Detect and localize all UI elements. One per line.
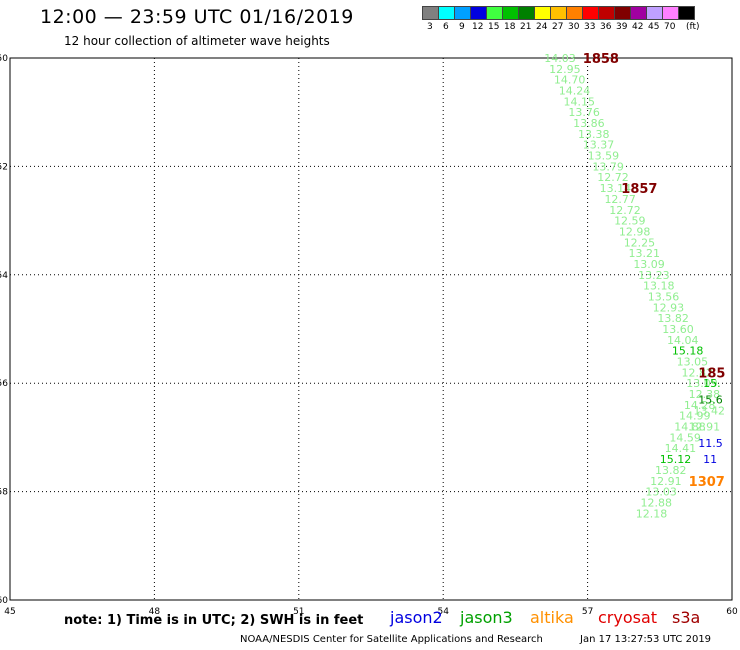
wave-height-label: 12.72 xyxy=(597,171,629,184)
legend-item-cryosat: cryosat xyxy=(598,608,658,627)
lat-tick-label: -58 xyxy=(0,488,8,498)
map-frame xyxy=(9,57,733,601)
wave-height-label: 14.59 xyxy=(669,431,701,444)
color-scale-label: 24 xyxy=(536,22,548,32)
pass-time-label: 1307 xyxy=(689,475,725,490)
wave-height-label: 12.95 xyxy=(549,63,581,76)
color-scale-label: 45 xyxy=(648,22,660,32)
wave-height-label: 13.42 xyxy=(693,404,725,417)
color-scale-label: 3 xyxy=(427,22,433,32)
wave-height-label: 12.82 xyxy=(681,366,713,379)
legend-item-altika: altika xyxy=(530,608,574,627)
color-scale-label: 70 xyxy=(664,22,676,32)
lat-tick-label: -54 xyxy=(0,271,8,281)
wave-height-label: 13.18 xyxy=(643,280,675,293)
wave-height-label: 14.04 xyxy=(667,334,699,347)
wave-height-label: 15.18 xyxy=(672,345,704,358)
color-scale xyxy=(422,6,695,20)
color-scale-label: 36 xyxy=(600,22,612,32)
wave-height-label: 11 xyxy=(703,453,717,466)
wave-height-label: 13.21 xyxy=(629,247,661,260)
wave-height-label: 13.23 xyxy=(638,269,670,282)
wave-height-label: 13.76 xyxy=(568,106,600,119)
color-scale-label: 30 xyxy=(568,22,580,32)
wave-height-label: 13.56 xyxy=(648,290,680,303)
wave-height-label: 13.05 xyxy=(677,356,709,369)
map-title: 12:00 — 23:59 UTC 01/16/2019 xyxy=(40,6,354,28)
wave-height-label: 14.24 xyxy=(559,85,591,98)
wave-height-label: 12.18 xyxy=(636,507,668,520)
wave-height-label: 14.28 xyxy=(684,399,716,412)
pass-time-label: 1858 xyxy=(583,52,619,67)
wave-height-label: 13.82 xyxy=(657,312,689,325)
wave-height-label: 14.99 xyxy=(679,410,711,423)
wave-height-label: 12.91 xyxy=(650,475,682,488)
map-subtitle: 12 hour collection of altimeter wave hei… xyxy=(64,34,330,48)
wave-height-label: 15. xyxy=(703,377,721,390)
wave-height-label: 13.82 xyxy=(655,464,687,477)
wave-height-label: 13.03 xyxy=(645,486,677,499)
wave-height-label: 12.59 xyxy=(614,215,646,228)
wave-height-label: 14.03 xyxy=(544,52,576,65)
color-scale-labels: 3 6 9 12 15 18 21 24 27 30 33 36 39 42 45 70 (ft) xyxy=(422,22,740,34)
wave-height-label: 14.70 xyxy=(554,74,586,87)
lat-tick-label: -56 xyxy=(0,379,8,389)
wave-height-label: 13.14 xyxy=(600,182,632,195)
pass-time-label: 1857 xyxy=(621,182,657,197)
pass-time-label: 185 xyxy=(698,366,725,381)
wave-height-label: 14.88 xyxy=(674,421,706,434)
wave-height-label: 13.37 xyxy=(583,139,615,152)
wave-height-label: 15.6 xyxy=(698,393,723,406)
color-scale-label: 9 xyxy=(459,22,465,32)
legend-item-jason2: jason2 xyxy=(390,608,443,627)
wave-height-label: 12.77 xyxy=(604,193,636,206)
lon-tick-label: 54 xyxy=(437,607,449,617)
lat-tick-label: -50 xyxy=(0,54,8,64)
wave-height-label: 14.41 xyxy=(665,442,697,455)
wave-height-label: 13.09 xyxy=(686,377,718,390)
wave-height-label: 14.15 xyxy=(564,95,596,108)
wave-height-label: 15.12 xyxy=(660,453,692,466)
color-scale-label: 12 xyxy=(472,22,484,32)
lon-tick-label: 45 xyxy=(4,607,15,617)
wave-height-label: 12.38 xyxy=(689,388,721,401)
wave-height-label: 12.91 xyxy=(689,421,721,434)
wave-height-label: 13.86 xyxy=(573,117,605,130)
wave-height-label: 13.60 xyxy=(662,323,694,336)
color-scale-label: 18 xyxy=(504,22,516,32)
color-scale-label: 6 xyxy=(443,22,449,32)
lat-tick-label: -52 xyxy=(0,162,8,172)
wave-height-label: 13.79 xyxy=(592,160,624,173)
wave-height-label: 12.88 xyxy=(641,496,673,509)
lon-tick-label: 48 xyxy=(149,607,161,617)
legend-item-s3a: s3a xyxy=(672,608,701,627)
color-scale-label: 27 xyxy=(552,22,564,32)
color-scale-label: 39 xyxy=(616,22,628,32)
note-text: note: 1) Time is in UTC; 2) SWH is in fe… xyxy=(64,613,364,628)
wave-height-label: 12.98 xyxy=(619,225,651,238)
color-scale-label: 21 xyxy=(520,22,532,32)
color-swatch xyxy=(678,6,695,20)
wave-height-label: 13.09 xyxy=(633,258,665,271)
color-scale-unit: (ft) xyxy=(686,22,700,32)
lon-tick-label: 60 xyxy=(726,607,738,617)
color-scale-label: 15 xyxy=(488,22,500,32)
color-scale-label: 33 xyxy=(584,22,596,32)
wave-height-label: 12.93 xyxy=(653,301,685,314)
wave-height-label: 11.5 xyxy=(698,437,723,450)
legend-item-jason3: jason3 xyxy=(460,608,513,627)
wave-height-label: 13.59 xyxy=(588,150,620,163)
wave-height-label: 13.38 xyxy=(578,128,610,141)
footer-credit: NOAA/NESDIS Center for Satellite Applica… xyxy=(240,634,543,645)
wave-height-label: 12.72 xyxy=(609,204,641,217)
lon-tick-label: 51 xyxy=(293,607,304,617)
lat-tick-label: -60 xyxy=(0,596,8,606)
color-scale-label: 42 xyxy=(632,22,644,32)
lon-tick-label: 57 xyxy=(582,607,593,617)
wave-height-label: 12.25 xyxy=(624,236,656,249)
footer-timestamp: Jan 17 13:27:53 UTC 2019 xyxy=(580,634,712,645)
